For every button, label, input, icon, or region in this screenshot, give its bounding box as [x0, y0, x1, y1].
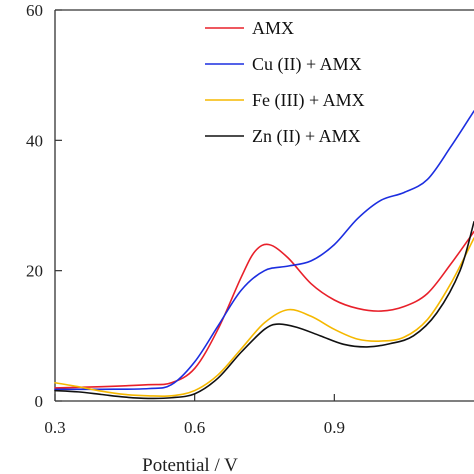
- legend-label-zn-ii-amx: Zn (II) + AMX: [252, 126, 361, 147]
- y-tick-label: 0: [35, 392, 44, 411]
- series-line-fe-iii-amx: [54, 237, 474, 398]
- x-tick-label: 0.3: [44, 418, 65, 437]
- legend-label-cu-ii-amx: Cu (II) + AMX: [252, 54, 362, 75]
- legend-label-amx: AMX: [252, 18, 294, 38]
- series-line-cu-ii-amx: [54, 110, 474, 391]
- series-layer: [54, 110, 474, 400]
- legend: AMX Cu (II) + AMX Fe (III) + AMX Zn (II) + …: [205, 18, 365, 147]
- y-tick-label: 60: [26, 1, 43, 20]
- y-tick-label: 40: [26, 131, 43, 150]
- x-tick-label: 0.6: [184, 418, 205, 437]
- y-tick-label: 20: [26, 262, 43, 281]
- axes: 0 20 40 60 0.3 0.6 0.9: [26, 1, 474, 437]
- x-tick-label: 0.9: [324, 418, 345, 437]
- legend-label-fe-iii-amx: Fe (III) + AMX: [252, 90, 365, 111]
- x-axis-title: Potential / V: [142, 455, 238, 474]
- series-line-zn-ii-amx: [54, 220, 474, 400]
- series-line-amx: [54, 230, 474, 389]
